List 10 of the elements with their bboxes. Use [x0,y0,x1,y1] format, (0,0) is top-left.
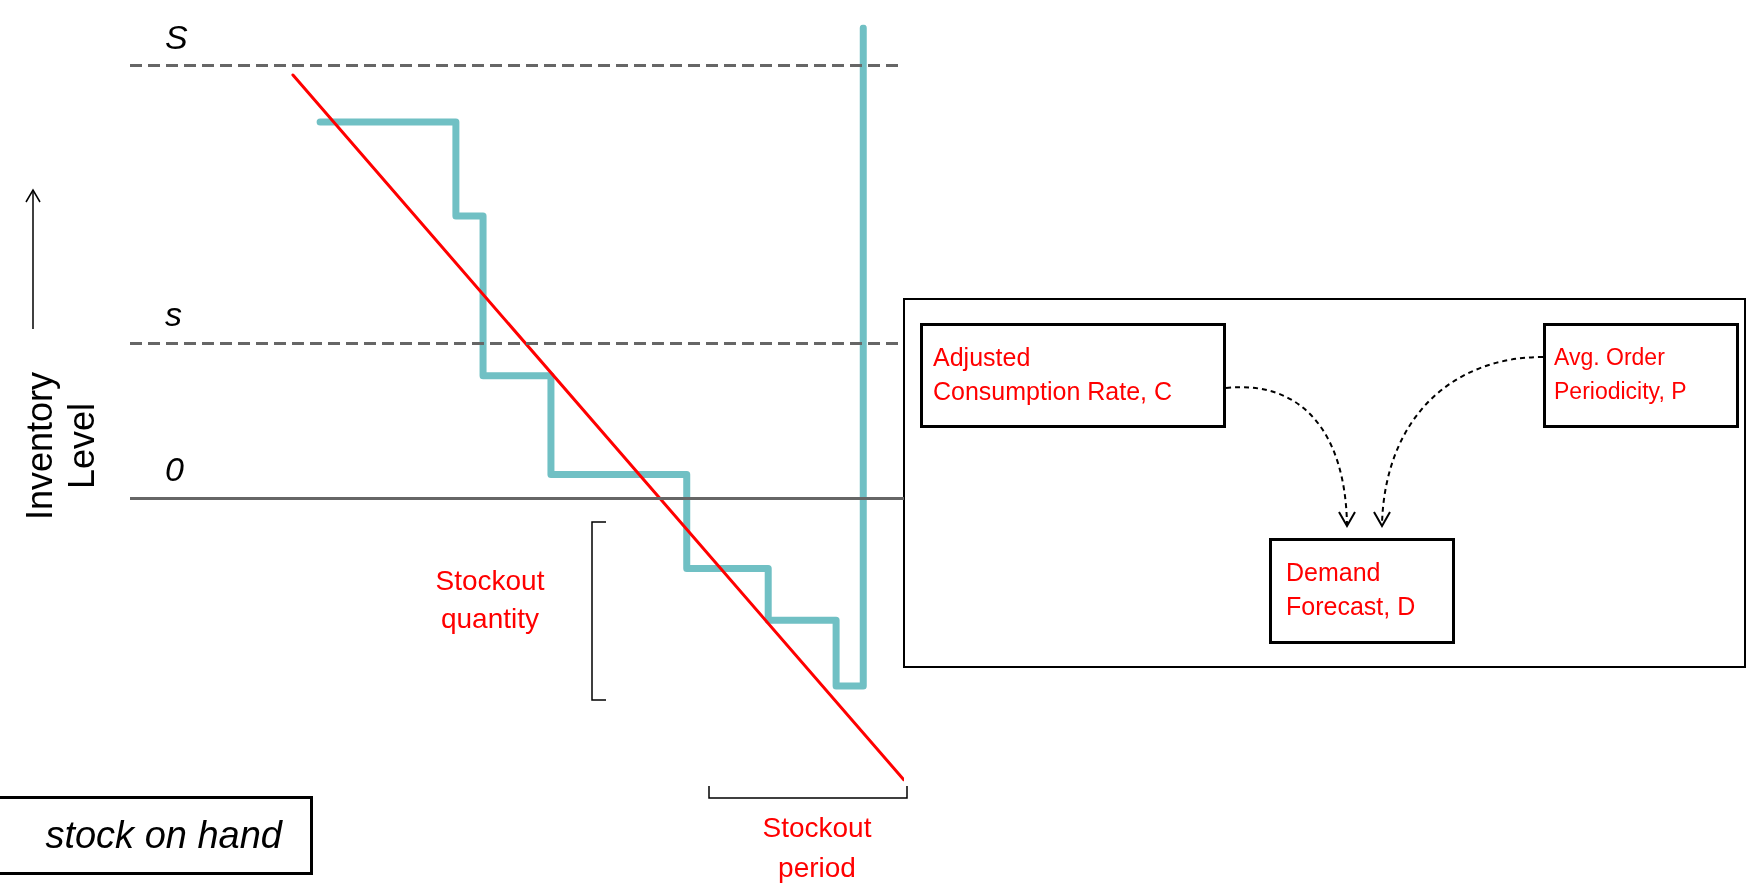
text: Stockout period [761,811,873,885]
ref-line-label: S [165,17,188,56]
text: Demand Forecast, D [1269,538,1455,644]
ref-line-label: 0 [165,450,184,488]
annotation: Stockout quantity [434,564,546,636]
ref-line-label: s [165,294,182,333]
text: stock on hand [0,796,313,875]
text: Avg. Order Periodicity, P [1543,323,1739,428]
text: Adjusted Consumption Rate, C [920,323,1226,428]
y-axis-title: Inventory Level [19,370,103,523]
